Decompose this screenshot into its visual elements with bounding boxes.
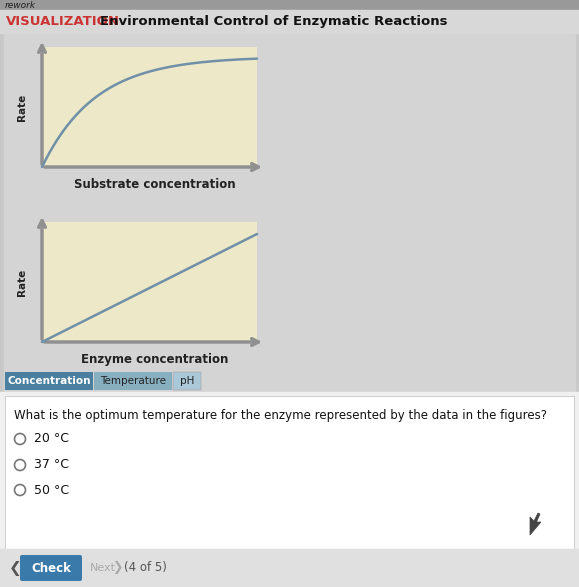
FancyBboxPatch shape	[94, 372, 172, 390]
Bar	[0, 10, 579, 33]
FancyBboxPatch shape	[5, 372, 93, 390]
Bar	[5, 396, 574, 549]
Polygon shape	[530, 513, 541, 535]
Bar	[0, 549, 579, 587]
Text: Rate: Rate	[17, 268, 27, 296]
Circle shape	[14, 434, 25, 444]
FancyBboxPatch shape	[20, 555, 82, 581]
Text: Concentration: Concentration	[8, 376, 91, 386]
Text: 20 °C: 20 °C	[34, 433, 69, 446]
Text: (4 of 5): (4 of 5)	[124, 562, 167, 575]
Text: What is the optimum temperature for the enzyme represented by the data in the fi: What is the optimum temperature for the …	[14, 409, 547, 422]
Text: rework: rework	[5, 1, 36, 9]
Text: Next: Next	[90, 563, 116, 573]
Text: pH: pH	[180, 376, 194, 386]
Bar	[0, 0, 579, 10]
Text: ❮: ❮	[9, 561, 22, 575]
FancyBboxPatch shape	[173, 372, 201, 390]
Bar	[42, 47, 257, 167]
Text: Rate: Rate	[17, 93, 27, 120]
Text: 50 °C: 50 °C	[34, 484, 69, 497]
Text: Temperature: Temperature	[100, 376, 166, 386]
Circle shape	[14, 460, 25, 471]
Bar	[42, 222, 257, 342]
Text: ❯: ❯	[112, 562, 123, 575]
Text: 37 °C: 37 °C	[34, 458, 69, 471]
Text: Environmental Control of Enzymatic Reactions: Environmental Control of Enzymatic React…	[100, 15, 448, 28]
Text: Substrate concentration: Substrate concentration	[74, 178, 235, 191]
Text: VISUALIZATION: VISUALIZATION	[6, 15, 120, 28]
Bar	[4, 34, 575, 392]
Text: Enzyme concentration: Enzyme concentration	[81, 353, 228, 366]
Circle shape	[14, 484, 25, 495]
Text: Check: Check	[31, 562, 71, 575]
Bar	[0, 392, 579, 587]
